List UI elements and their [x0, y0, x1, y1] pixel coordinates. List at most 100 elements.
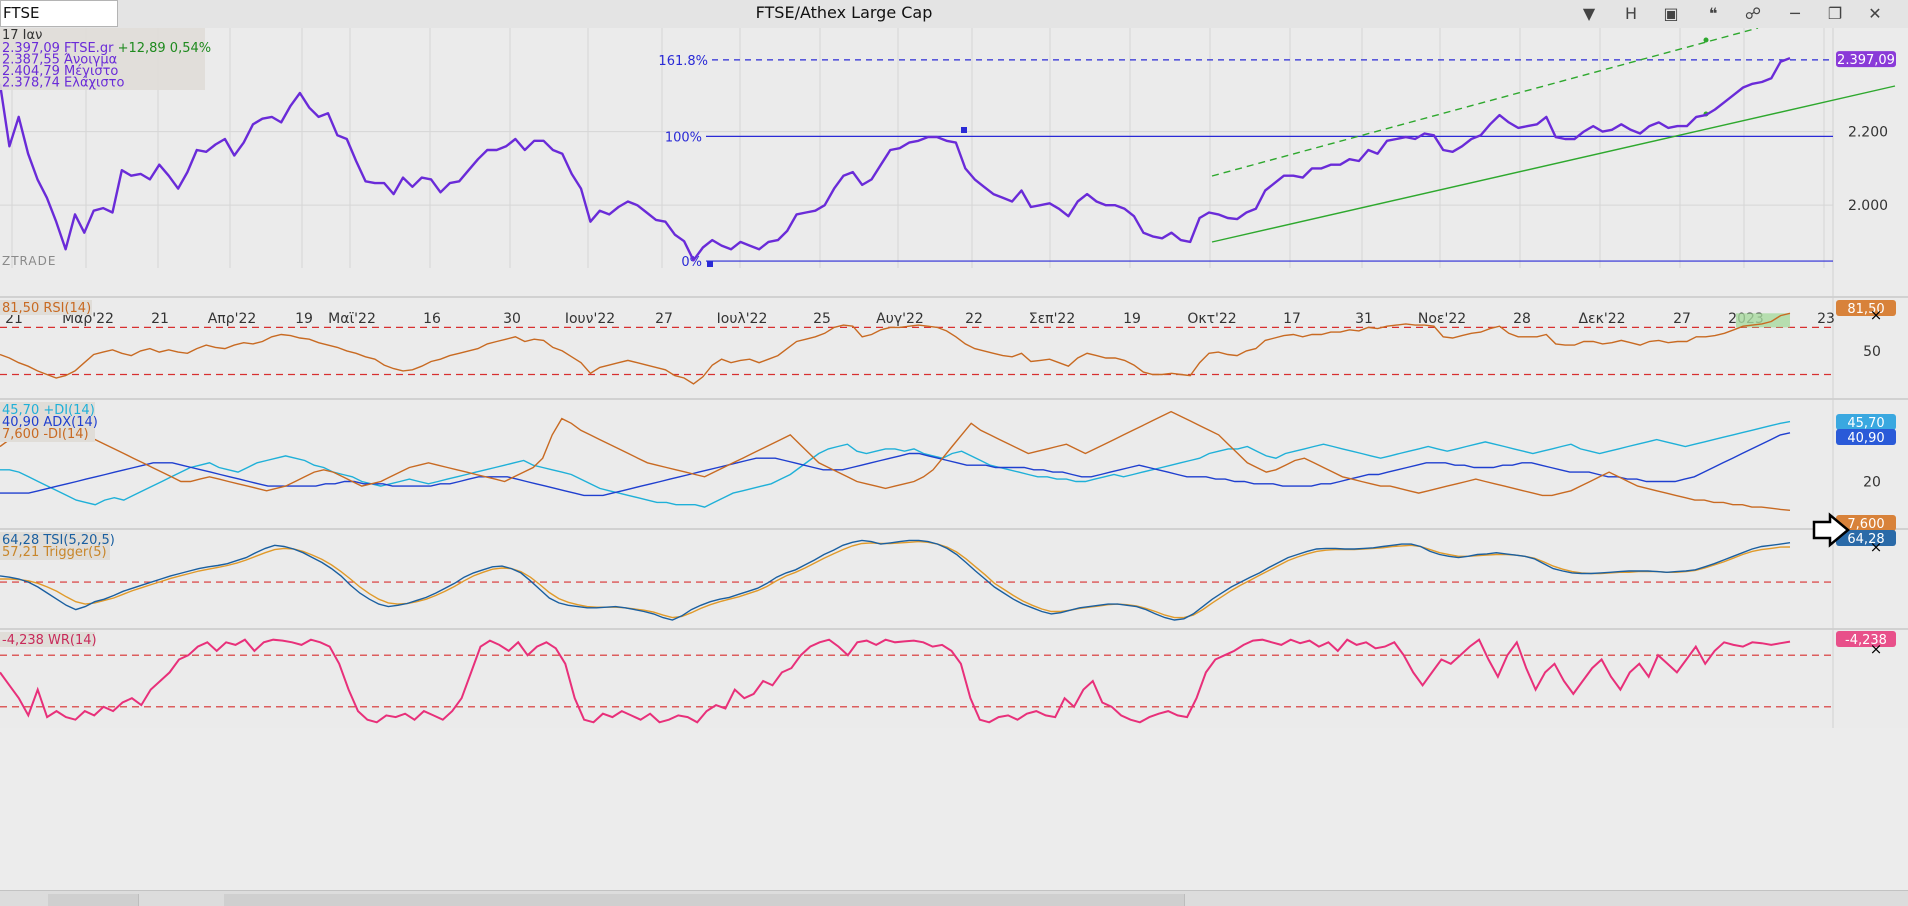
x-tick-label: 19: [1123, 311, 1141, 327]
pane-bg: [0, 630, 1908, 728]
chart-title: FTSE/Athex Large Cap: [755, 3, 933, 22]
tsi-legend-bg: [0, 532, 110, 560]
x-tick-label: Οκτ'22: [1187, 311, 1236, 327]
tsi-last-tag-bg: [1836, 530, 1896, 546]
info-label: Μέγιστο: [64, 64, 118, 79]
fib-anchor-point: [961, 127, 967, 133]
fib-label: 100%: [665, 130, 702, 145]
info-label: Ελάχιστο: [64, 76, 124, 91]
info-line: 2.397,09 FTSE.gr +12,89 0,54%: [2, 41, 211, 56]
rsi-last-tag-bg: [1836, 300, 1896, 316]
rsi-line: [0, 312, 1791, 385]
y-tick-label: 2.000: [1848, 198, 1888, 214]
h-button[interactable]: H: [1624, 4, 1638, 23]
tsi-close-icon: ×: [1870, 538, 1883, 556]
wr-close-icon: ×: [1870, 640, 1883, 658]
pane-bg: [0, 28, 1908, 296]
dmi-adx-tag: 40,90: [1847, 431, 1884, 446]
minimize-icon[interactable]: ─: [1790, 4, 1800, 23]
pane-bg: [0, 400, 1908, 528]
x-tick-label: 27: [1673, 311, 1691, 327]
trigger-legend: 57,21 Trigger(5): [2, 545, 107, 560]
info-value: 2.387,55: [2, 53, 64, 68]
info-line: 2.387,55 Άνοιγμα: [2, 53, 117, 68]
dmi-line-1: [0, 432, 1791, 497]
rsi-y-tick: 50: [1863, 344, 1881, 360]
dmi-y-tick: 20: [1863, 474, 1881, 490]
x-tick-label: 25: [813, 311, 831, 327]
x-tick-label: Μαϊ'22: [328, 311, 376, 327]
wr-legend: -4,238 WR(14): [2, 633, 97, 648]
channel-point: [1703, 37, 1709, 43]
info-label: Άνοιγμα: [64, 53, 117, 68]
x-tick-label: 31: [1355, 311, 1373, 327]
bottom-scrollbar[interactable]: [0, 890, 1908, 906]
x-tick-label: 19: [295, 311, 313, 327]
x-tick-label: Αυγ'22: [876, 311, 924, 327]
wr-last-tag: -4,238: [1845, 633, 1887, 648]
x-tick-label: Δεκ'22: [1578, 311, 1625, 327]
x-tick-label: 16: [423, 311, 441, 327]
channel-lower-line: [1211, 85, 1896, 243]
dmi-legend: 7,600 -DI(14): [2, 427, 89, 442]
info-value: 2.404,79: [2, 64, 64, 79]
y-tick-label: 2.200: [1848, 125, 1888, 141]
watermark: ZTRADE: [2, 254, 56, 268]
tsi-last-tag: 64,28: [1847, 532, 1884, 547]
x-tick-label: 30: [503, 311, 521, 327]
dmi-minus-tag-bg: [1836, 515, 1896, 531]
info-date: 17 Ιαν: [2, 28, 42, 43]
rsi-legend-bg: [0, 300, 92, 315]
price-line: [0, 56, 1791, 262]
x-tick-label: Απρ'22: [208, 311, 257, 327]
dmi-minus-tag: 7,600: [1847, 517, 1884, 532]
price-last-tag-bg: [1836, 51, 1896, 68]
close-icon[interactable]: ✕: [1868, 4, 1882, 23]
dmi-line-2: [0, 410, 1791, 511]
info-change: +12,89 0,54%: [118, 41, 212, 56]
x-tick-label: 28: [1513, 311, 1531, 327]
rsi-overbought-fill: [1736, 313, 1790, 328]
dmi-line-0: [0, 420, 1791, 508]
dmi-plus-tag-bg: [1836, 414, 1896, 430]
panel-icon[interactable]: ▣: [1663, 4, 1679, 23]
dropdown-icon[interactable]: ▼: [1582, 4, 1596, 23]
restore-icon[interactable]: ❐: [1827, 4, 1843, 23]
scroll-thumb[interactable]: [224, 894, 1185, 906]
pane-bg: [0, 298, 1908, 398]
rsi-legend: 81,50 RSI(14): [2, 301, 91, 316]
info-value: 2.378,74: [2, 76, 64, 91]
pane-bg: [0, 530, 1908, 628]
info-box-bg: [0, 28, 205, 90]
wr-legend-bg: [0, 632, 95, 647]
dmi-plus-tag: 45,70: [1847, 416, 1884, 431]
info-label: FTSE.gr: [64, 41, 118, 56]
fib-label: 0%: [681, 255, 702, 270]
price-last-tag: 2.397,09: [1837, 53, 1895, 68]
pointer-arrow-icon: [1812, 512, 1850, 548]
x-tick-label: 22: [965, 311, 983, 327]
scroll-segment[interactable]: [48, 894, 139, 906]
wr-last-tag-bg: [1836, 631, 1896, 647]
dmi-legend: 45,70 +DI(14): [2, 403, 95, 418]
x-tick-label: Νοε'22: [1418, 311, 1466, 327]
x-tick-label: Ιουλ'22: [717, 311, 768, 327]
fib-anchor-point: [707, 261, 713, 267]
quote-icon[interactable]: ❝: [1708, 4, 1718, 23]
x-tick-label: Σεπ'22: [1029, 311, 1076, 327]
info-line: 2.378,74 Ελάχιστο: [2, 76, 124, 91]
tsi-line: [0, 539, 1791, 621]
rsi-last-tag: 81,50: [1847, 302, 1884, 317]
symbol-input[interactable]: FTSE: [0, 0, 118, 27]
x-tick-label: 23: [1817, 311, 1835, 327]
lock-icon[interactable]: ☍: [1744, 4, 1762, 23]
info-line: 2.404,79 Μέγιστο: [2, 64, 118, 79]
wr-line: [0, 638, 1791, 724]
x-tick-label: 27: [655, 311, 673, 327]
rsi-close-icon: ×: [1870, 306, 1883, 324]
dmi-legend: 40,90 ADX(14): [2, 415, 98, 430]
tsi-legend: 64,28 TSI(5,20,5): [2, 533, 115, 548]
dmi-adx-tag-bg: [1836, 429, 1896, 445]
chart-area[interactable]: 21 Μαρ'22 21 Απρ'22 19 Μαϊ'22 16 30 Ιουν'22 27 Ιου…: [0, 28, 1908, 890]
info-value: 2.397,09: [2, 41, 64, 56]
